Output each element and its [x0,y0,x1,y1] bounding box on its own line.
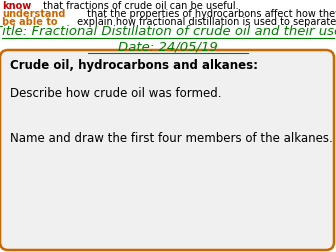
Text: Date: 24/05/19: Date: 24/05/19 [118,40,218,53]
Text: that the properties of hydrocarbons affect how they are used.: that the properties of hydrocarbons affe… [84,9,336,19]
Text: Crude oil, hydrocarbons and alkanes:: Crude oil, hydrocarbons and alkanes: [10,59,258,72]
Text: Title: Fractional Distillation of crude oil and their use: Title: Fractional Distillation of crude … [0,25,336,38]
Text: be able to: be able to [2,17,57,27]
Text: Describe how crude oil was formed.: Describe how crude oil was formed. [10,87,221,100]
Text: understand: understand [2,9,66,19]
Text: that fractions of crude oil can be useful.: that fractions of crude oil can be usefu… [40,1,238,11]
Text: Name and draw the first four members of the alkanes.: Name and draw the first four members of … [10,132,333,145]
Text: explain how fractional distillation is used to separate crude oil into frac: explain how fractional distillation is u… [74,17,336,27]
Text: know: know [2,1,31,11]
FancyBboxPatch shape [0,50,334,250]
